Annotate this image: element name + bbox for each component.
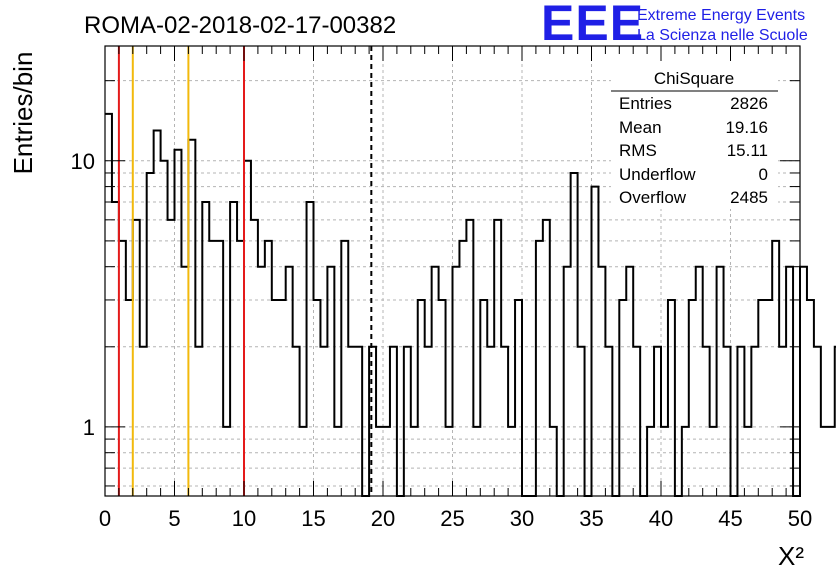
x-tick-label: 40 [649,506,673,531]
stats-title: ChiSquare [654,69,734,88]
x-tick-label: 30 [510,506,534,531]
stats-value-mean: 19.16 [725,118,768,137]
x-tick-label: 20 [371,506,395,531]
stats-box: ChiSquare Entries 2826 Mean 19.16 RMS 15… [611,64,778,209]
x-tick-labels: 0 5 10 15 20 25 30 35 40 45 50 [99,506,812,531]
grid [105,46,800,496]
stats-value-entries: 2826 [730,94,768,113]
y-tick-labels: 1 10 [71,149,95,440]
y-tick-label: 1 [83,415,95,440]
logo-line-2: La Scienza nelle Scuole [637,27,808,44]
stats-label-mean: Mean [619,118,662,137]
stats-value-rms: 15.11 [727,141,768,160]
reference-lines [117,46,373,496]
x-tick-label: 35 [579,506,603,531]
x-tick-label: 50 [788,506,812,531]
y-axis-title: Entries/bin [8,52,38,175]
x-tick-label: 5 [168,506,180,531]
y-tick-label: 10 [71,149,95,174]
stats-label-underflow: Underflow [619,165,696,184]
x-tick-label: 25 [440,506,464,531]
stats-label-entries: Entries [619,94,672,113]
stats-value-underflow: 0 [759,165,768,184]
eee-logo: EEE Extreme Energy Events La Scienza nel… [541,0,808,51]
x-axis-title: X² [778,541,804,571]
histogram-series [105,112,836,497]
stats-label-rms: RMS [619,141,657,160]
x-tick-label: 0 [99,506,111,531]
x-tick-label: 45 [718,506,742,531]
axis-ticks [104,46,801,496]
chart-title: ROMA-02-2018-02-17-00382 [84,12,396,39]
stats-label-overflow: Overflow [619,188,687,207]
x-tick-label: 15 [301,506,325,531]
logo-line-1: Extreme Energy Events [637,7,805,24]
logo-letters: EEE [541,0,644,51]
stats-value-overflow: 2485 [730,188,768,207]
x-tick-label: 10 [232,506,256,531]
